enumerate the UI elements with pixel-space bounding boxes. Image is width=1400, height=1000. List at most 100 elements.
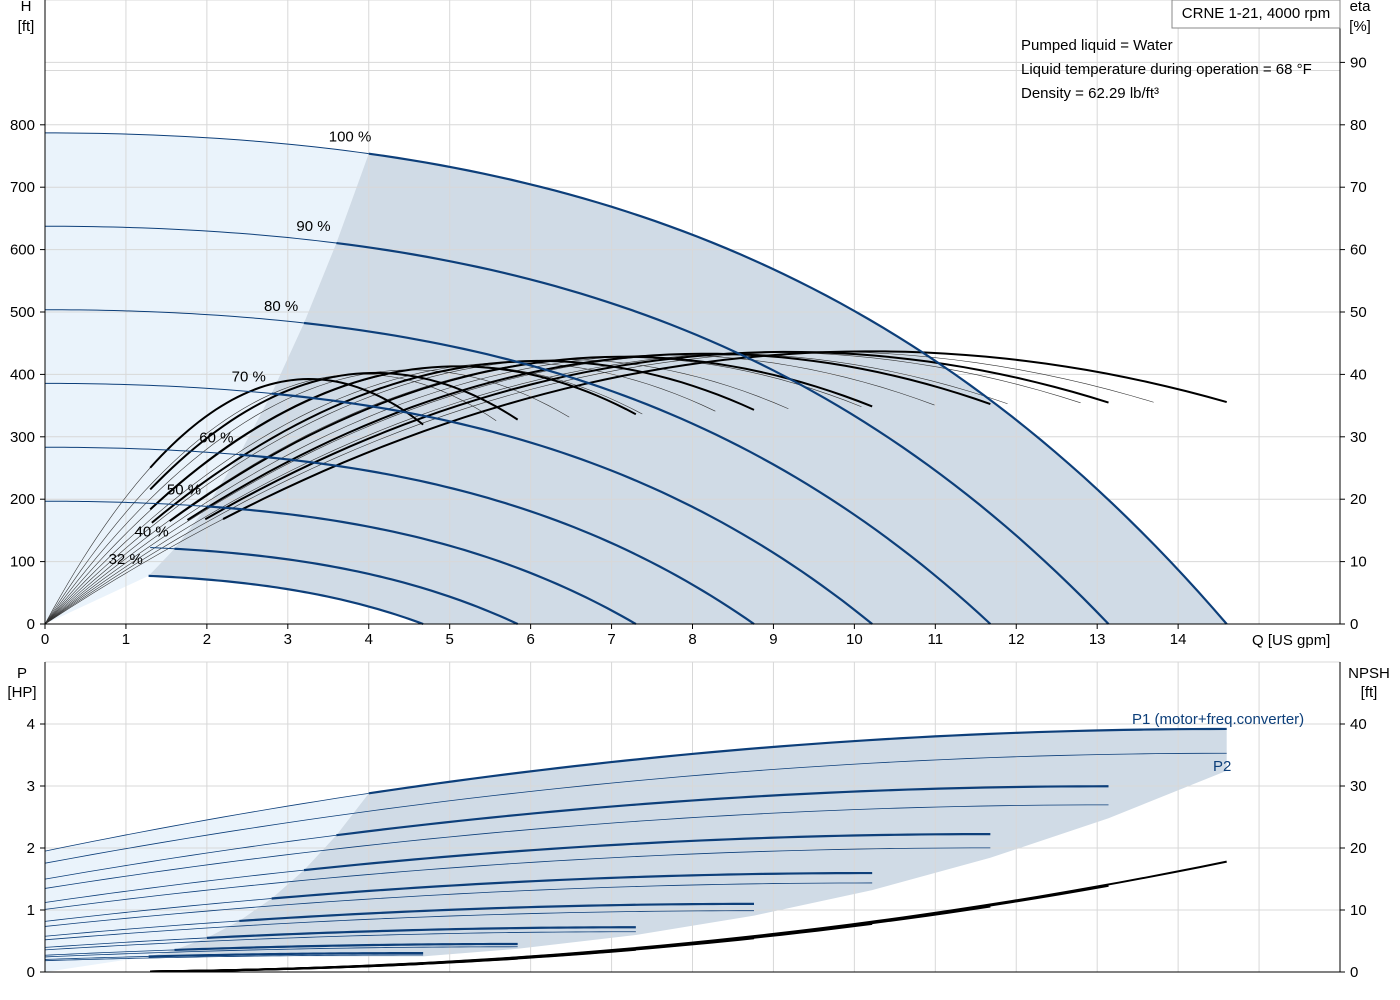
y-left-tick-label: 600 bbox=[10, 242, 35, 259]
qh-thin-curve bbox=[150, 547, 175, 550]
p1-curve bbox=[174, 942, 518, 952]
qh-curve-label: 100 % bbox=[329, 129, 372, 146]
top-tick-labels: 0 1 2 3 4 5 6 7 8 9 10 11 12 13 1401002003004005006007… bbox=[10, 54, 1367, 648]
x-tick-label: 10 bbox=[846, 631, 863, 648]
head-curves bbox=[44, 132, 1228, 626]
y-right-label-line1: eta bbox=[1350, 0, 1372, 15]
y-right-tick-label: 50 bbox=[1350, 304, 1367, 321]
info-line-liquid: Pumped liquid = Water bbox=[1021, 37, 1173, 54]
p-tick-label: 1 bbox=[27, 902, 35, 919]
y-right-tick-label: 20 bbox=[1350, 491, 1367, 508]
p2-curve bbox=[44, 804, 1109, 889]
chart-title: CRNE 1-21, 4000 rpm bbox=[1182, 5, 1330, 22]
info-line-density: Density = 62.29 lb/ft³ bbox=[1021, 85, 1159, 102]
y-right-tick-label: 0 bbox=[1350, 616, 1358, 633]
p2-curve bbox=[44, 910, 755, 941]
p-tick-label: 2 bbox=[27, 840, 35, 857]
eta-curve bbox=[186, 352, 991, 521]
npsh-tick-label: 10 bbox=[1350, 902, 1367, 919]
efficiency-curves bbox=[149, 350, 1227, 524]
p1-thin-curve bbox=[44, 792, 369, 852]
eta-curve bbox=[151, 359, 755, 524]
x-tick-label: 6 bbox=[526, 631, 534, 648]
p2-curve bbox=[44, 954, 424, 962]
y-left-tick-label: 500 bbox=[10, 304, 35, 321]
x-tick-label: 11 bbox=[928, 631, 944, 648]
qh-curve-label: 60 % bbox=[199, 430, 233, 447]
p-label-line2: [HP] bbox=[7, 684, 36, 701]
qh-curve bbox=[206, 505, 637, 625]
qh-curve bbox=[336, 241, 1110, 625]
p1-thin-curve bbox=[44, 898, 272, 922]
p-tick-label: 3 bbox=[27, 778, 35, 795]
x-tick-label: 2 bbox=[203, 631, 211, 648]
qh-thin-curve bbox=[44, 382, 272, 395]
eta-curve bbox=[149, 371, 519, 491]
p1-series-label: P1 (motor+freq.converter) bbox=[1132, 711, 1304, 728]
y-right-tick-label: 30 bbox=[1350, 429, 1367, 446]
p2-curve bbox=[44, 882, 873, 927]
y-right-tick-label: 60 bbox=[1350, 242, 1367, 259]
p1-thin-curve bbox=[44, 869, 305, 903]
p2-curve bbox=[44, 931, 636, 951]
p1-thin-curve bbox=[44, 949, 175, 956]
npsh-tick-label: 30 bbox=[1350, 778, 1367, 795]
eta-curve bbox=[222, 350, 1227, 520]
y-left-tick-label: 300 bbox=[10, 429, 35, 446]
x-tick-label: 8 bbox=[688, 631, 696, 648]
qh-curve bbox=[303, 321, 992, 625]
npsh-tick-label: 20 bbox=[1350, 840, 1367, 857]
y-left-label-line1: H bbox=[21, 0, 32, 15]
eta-thin-curve bbox=[44, 373, 497, 625]
p1-curve bbox=[336, 785, 1109, 837]
qh-thin-curve bbox=[44, 132, 369, 155]
x-tick-label: 3 bbox=[284, 631, 292, 648]
qh-curve bbox=[271, 392, 873, 625]
x-tick-label: 4 bbox=[365, 631, 373, 648]
y-right-tick-label: 70 bbox=[1350, 179, 1367, 196]
qh-curve bbox=[239, 453, 755, 625]
qh-thin-curve bbox=[44, 225, 337, 244]
npsh-curves bbox=[150, 860, 1227, 973]
operating-region-head bbox=[148, 153, 1227, 624]
qh-curve-label: 50 % bbox=[167, 481, 201, 498]
p1-curves bbox=[44, 727, 1227, 960]
y-right-tick-label: 10 bbox=[1350, 554, 1367, 571]
x-tick-label: 9 bbox=[769, 631, 777, 648]
qh-thin-curve bbox=[45, 500, 207, 507]
p2-curve bbox=[44, 847, 991, 910]
p-tick-label: 0 bbox=[27, 964, 35, 981]
info-line-temperature: Liquid temperature during operation = 68… bbox=[1021, 61, 1312, 78]
qh-curve-label: 32 % bbox=[109, 551, 143, 568]
x-tick-label: 5 bbox=[446, 631, 454, 648]
eta-thin-curve bbox=[44, 359, 789, 625]
qh-curve-label: 80 % bbox=[264, 298, 298, 315]
p1-curve bbox=[148, 952, 424, 958]
qh-curve bbox=[148, 574, 424, 626]
bottom-axes bbox=[44, 662, 1341, 973]
qh-curve bbox=[368, 152, 1228, 625]
p1-curve bbox=[271, 871, 873, 900]
p1-thin-curve bbox=[44, 920, 240, 937]
y-left-tick-label: 0 bbox=[27, 616, 35, 633]
eta-thin-curve bbox=[44, 351, 1154, 625]
qh-curve-label: 90 % bbox=[296, 218, 330, 235]
x-tick-label: 7 bbox=[607, 631, 615, 648]
head-curve-labels: 100 % 90 % 80 % 70 % 60 % 50 % 40 % 32 % bbox=[109, 129, 372, 568]
y-left-label-line2: [ft] bbox=[18, 18, 35, 35]
p-tick-label: 4 bbox=[27, 716, 35, 733]
x-tick-label: 0 bbox=[41, 631, 49, 648]
p1-curve bbox=[239, 902, 755, 923]
y-left-tick-label: 100 bbox=[10, 554, 35, 571]
npsh-curve bbox=[150, 962, 424, 973]
eta-thin-curve bbox=[44, 353, 1008, 625]
eta-curve bbox=[149, 378, 424, 469]
eta-thin-curve bbox=[44, 354, 935, 625]
y-right-tick-label: 90 bbox=[1350, 54, 1367, 71]
x-tick-label: 1 bbox=[122, 631, 130, 648]
p1-thin-curve bbox=[44, 937, 207, 948]
x-tick-label: 14 bbox=[1170, 631, 1187, 648]
